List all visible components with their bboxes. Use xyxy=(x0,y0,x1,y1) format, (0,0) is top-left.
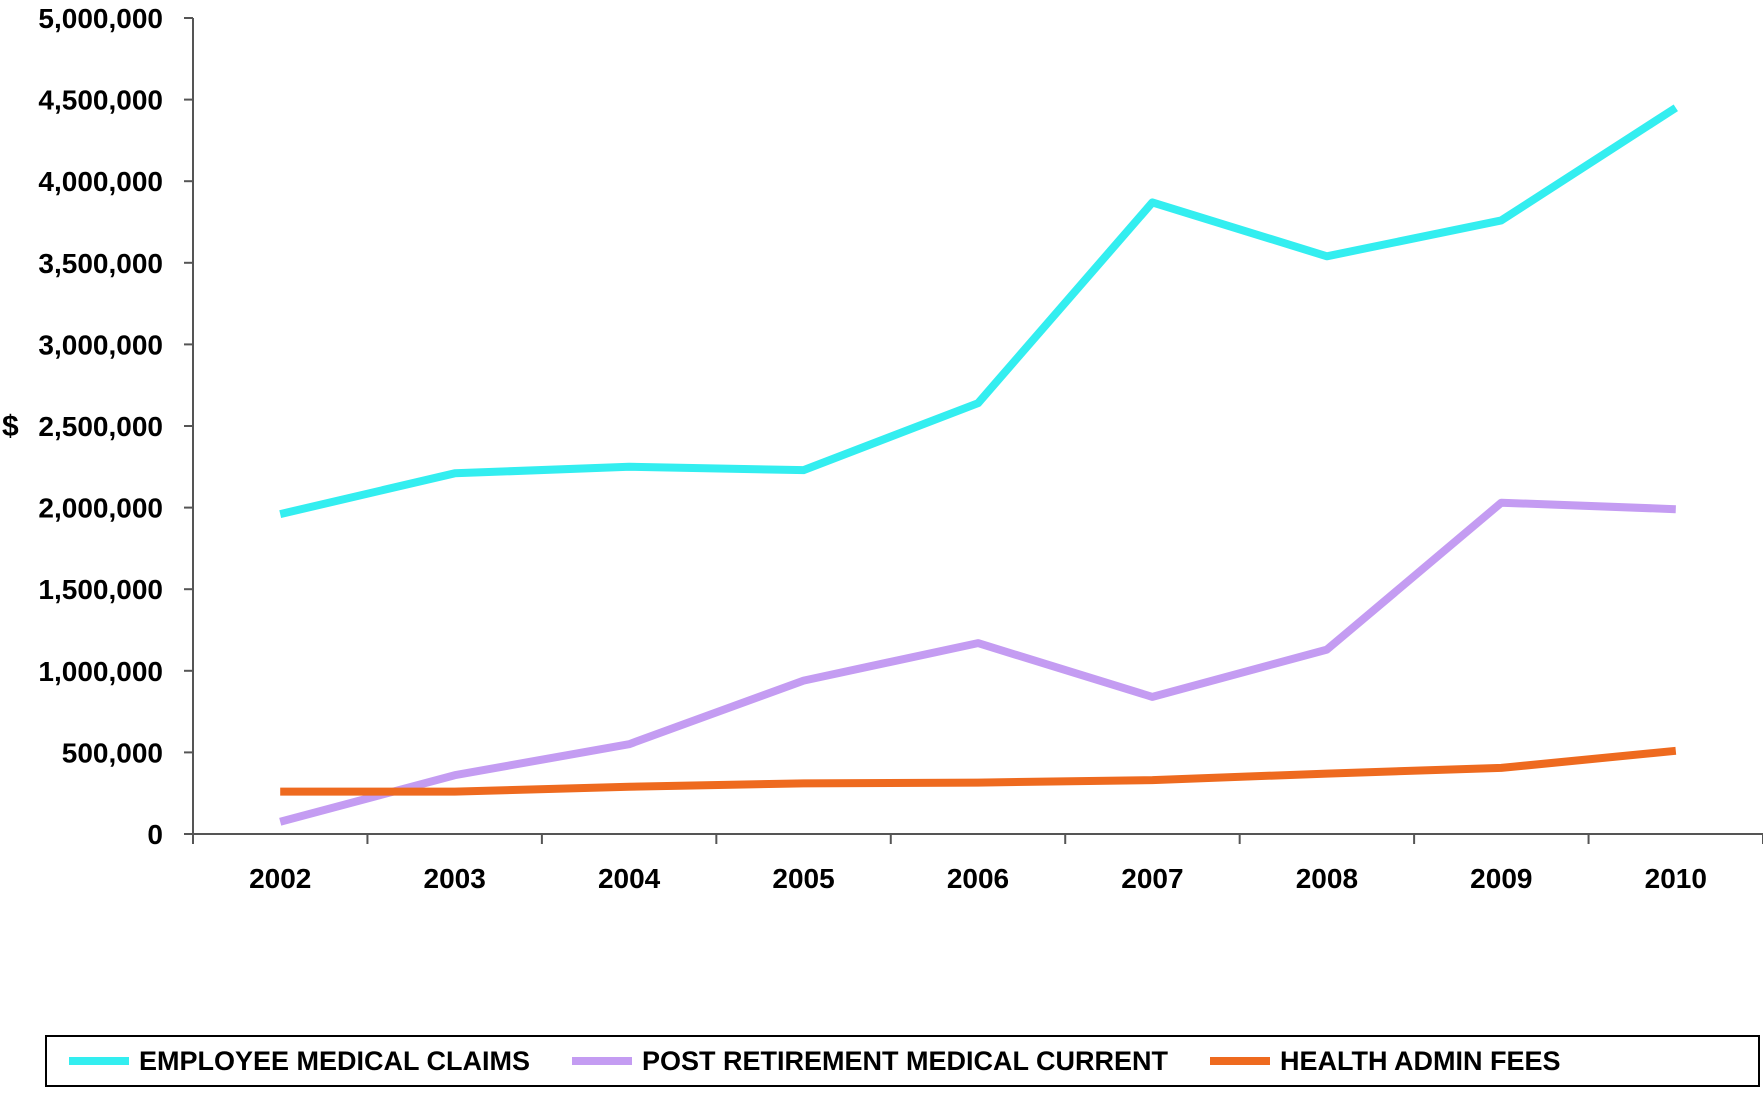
x-tick-label: 2003 xyxy=(424,863,486,894)
x-tick-label: 2006 xyxy=(947,863,1009,894)
x-tick-label: 2009 xyxy=(1470,863,1532,894)
legend-label: EMPLOYEE MEDICAL CLAIMS xyxy=(139,1045,531,1076)
x-tick-label: 2008 xyxy=(1296,863,1358,894)
y-tick-label: 2,000,000 xyxy=(38,493,163,524)
legend-item-health-admin-fees: HEALTH ADMIN FEES xyxy=(1210,1046,1561,1077)
chart: 0 500,000 1,000,000 1,500,000 2,000,000 2,500… xyxy=(2,3,1763,894)
x-tick-label: 2007 xyxy=(1121,863,1183,894)
y-tick-label: 4,500,000 xyxy=(38,85,163,116)
y-tick-label: 1,500,000 xyxy=(38,574,163,605)
y-tick-label: 0 xyxy=(147,819,163,850)
y-tick-label: 1,000,000 xyxy=(38,656,163,687)
legend-label: HEALTH ADMIN FEES xyxy=(1280,1045,1561,1076)
y-tick-label: 500,000 xyxy=(62,737,163,768)
x-tick-label: 2004 xyxy=(598,863,661,894)
legend-swatch xyxy=(572,1057,633,1065)
x-axis: 2002 2003 2004 2005 2006 2007 2008 2009 2010 xyxy=(192,834,1763,894)
legend-swatch xyxy=(69,1057,129,1065)
y-tick-label: 3,000,000 xyxy=(38,329,163,360)
legend-item-employee-medical-claims: EMPLOYEE MEDICAL CLAIMS xyxy=(69,1046,530,1077)
series-line-post-retirement-medical-current xyxy=(279,498,1676,826)
y-axis: 0 500,000 1,000,000 1,500,000 2,000,000 2,500… xyxy=(38,3,193,850)
series-line-employee-medical-claims xyxy=(279,104,1678,518)
y-tick-label: 2,500,000 xyxy=(38,411,163,442)
y-tick-label: 5,000,000 xyxy=(38,3,163,34)
y-tick-label: 3,500,000 xyxy=(38,248,163,279)
x-tick-label: 2005 xyxy=(772,863,834,894)
x-tick-label: 2010 xyxy=(1645,863,1707,894)
series-lines xyxy=(279,104,1678,826)
series-line-health-admin-fees xyxy=(280,746,1677,796)
x-tick-label: 2002 xyxy=(249,863,311,894)
plot-area xyxy=(192,18,1763,835)
legend-swatch xyxy=(1210,1057,1271,1065)
y-tick-label: 4,000,000 xyxy=(38,166,163,197)
legend-item-post-retirement-medical-current: POST RETIREMENT MEDICAL CURRENT xyxy=(572,1046,1168,1077)
y-axis-label: $ xyxy=(2,410,19,443)
legend: EMPLOYEE MEDICAL CLAIMS POST RETIREMENT … xyxy=(45,1035,1760,1087)
legend-label: POST RETIREMENT MEDICAL CURRENT xyxy=(642,1045,1169,1076)
